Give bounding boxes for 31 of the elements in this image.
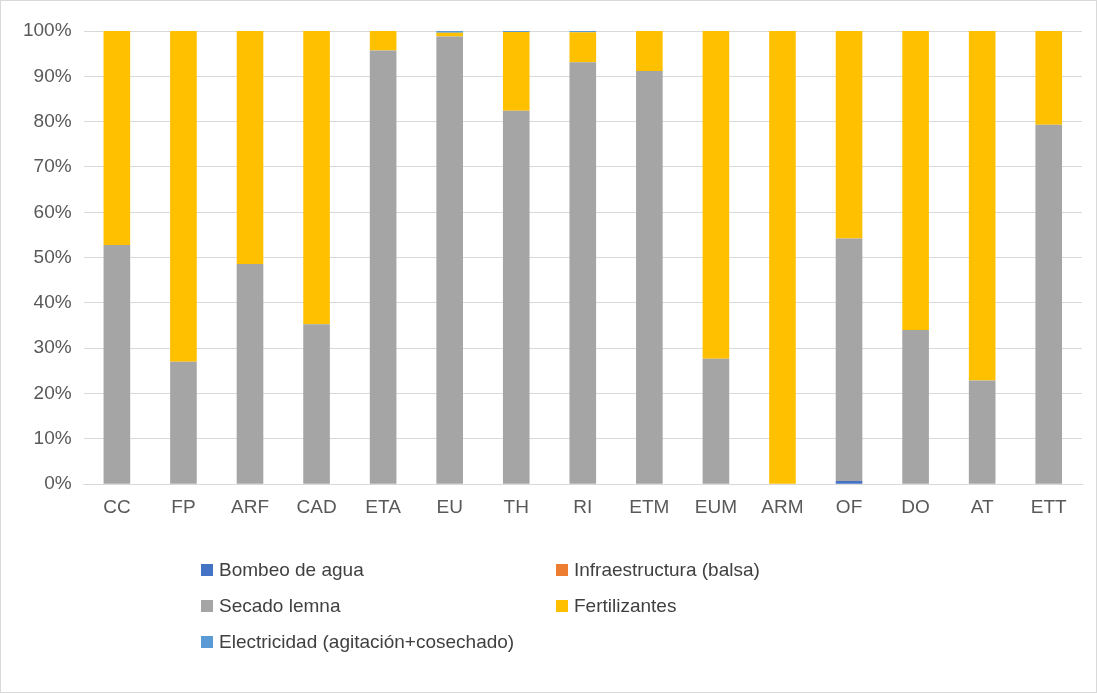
y-tick-label: 20%	[33, 381, 72, 403]
x-tick-label: EUM	[694, 495, 738, 517]
legend-label: Electricidad (agitación+cosechado)	[219, 631, 515, 653]
x-tick-label: TH	[503, 495, 529, 517]
legend-label: Secado lemna	[219, 595, 341, 617]
y-tick-label: 80%	[33, 109, 72, 131]
x-tick-label: CAD	[296, 495, 337, 517]
x-tick-label: AT	[970, 495, 994, 517]
y-tick-label: 60%	[33, 200, 72, 222]
x-tick-label: OF	[835, 495, 863, 517]
y-tick-label: 0%	[44, 472, 72, 494]
legend-label: Infraestructura (balsa)	[574, 559, 760, 581]
y-tick-label: 70%	[33, 155, 72, 177]
x-tick-label: EU	[436, 495, 463, 517]
y-tick-label: 50%	[33, 245, 72, 267]
x-tick-label: CC	[103, 495, 131, 517]
x-tick-label: ETM	[629, 495, 670, 517]
legend-label: Fertilizantes	[574, 595, 677, 617]
y-tick-label: 100%	[22, 19, 72, 41]
legend-label: Bombeo de agua	[219, 559, 364, 581]
x-tick-label: ETT	[1030, 495, 1068, 517]
x-tick-label: DO	[901, 495, 930, 517]
x-tick-label: ARF	[231, 495, 269, 517]
y-tick-label: 10%	[33, 427, 72, 449]
x-tick-label: ETA	[365, 495, 402, 517]
x-tick-label: FP	[171, 495, 196, 517]
y-tick-label: 30%	[33, 336, 72, 358]
y-tick-label: 90%	[33, 64, 72, 86]
x-tick-label: ARM	[761, 495, 804, 517]
y-tick-label: 40%	[33, 291, 72, 313]
x-tick-label: RI	[573, 495, 593, 517]
